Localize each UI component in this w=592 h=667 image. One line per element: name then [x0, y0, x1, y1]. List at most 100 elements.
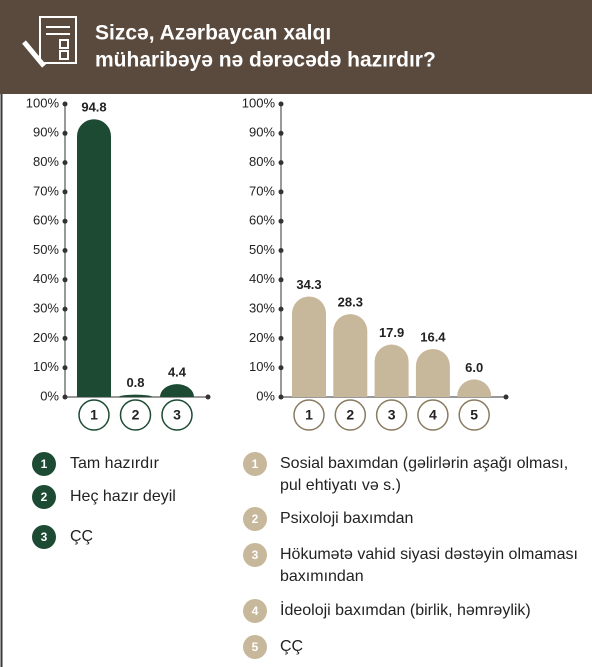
y-tick-mark — [278, 218, 284, 224]
category-badge — [375, 399, 408, 431]
header-icon — [22, 16, 77, 68]
bar — [374, 344, 409, 397]
y-tick-mark — [278, 160, 284, 166]
legend-number: 2 — [252, 512, 259, 526]
y-tick-label: 70% — [249, 183, 275, 198]
bar — [457, 379, 492, 397]
y-tick-label: 50% — [33, 242, 59, 257]
legend-label: İdeoloji baxımdan (birlik, həmrəylik) — [280, 602, 531, 619]
y-tick-label: 0% — [256, 388, 275, 403]
y-tick-label: 0% — [40, 388, 59, 403]
y-tick-mark — [62, 160, 68, 166]
legend-label: ÇÇ — [280, 638, 304, 655]
title-line: müharibəyə nə dərəcədə hazırdır? — [95, 49, 436, 72]
y-tick-mark — [278, 335, 284, 341]
value-label: 34.3 — [296, 277, 321, 292]
y-tick-mark — [62, 394, 68, 400]
legend-number: 3 — [252, 548, 259, 562]
category-badge — [78, 399, 110, 431]
title-line: Sizcə, Azərbaycan xalqı — [95, 22, 331, 45]
bar — [292, 296, 326, 397]
x-tick-label: 3 — [173, 407, 181, 423]
value-label: 0.8 — [126, 375, 144, 390]
category-badge — [161, 399, 193, 431]
bar — [160, 384, 194, 397]
legend-label: Hökumətə vahid siyasi dəstəyin olmaması … — [280, 546, 578, 585]
y-tick-label: 40% — [33, 271, 59, 286]
y-tick-mark — [62, 365, 68, 371]
x-tick-label: 2 — [132, 407, 140, 423]
y-tick-label: 60% — [249, 213, 275, 228]
y-tick-label: 20% — [33, 330, 59, 345]
y-tick-label: 20% — [249, 330, 275, 345]
legend-label: Tam hazırdır — [70, 455, 159, 472]
value-label: 28.3 — [338, 295, 363, 310]
y-tick-mark — [278, 189, 284, 195]
x-tick-label: 2 — [346, 407, 354, 423]
value-label: 6.0 — [465, 360, 483, 375]
legend-badge — [32, 485, 56, 509]
axis-end-dot — [205, 394, 211, 400]
legend-badge — [243, 599, 267, 623]
legend-label: Psixoloji baxımdan — [280, 510, 414, 527]
y-tick-label: 70% — [33, 183, 59, 198]
y-tick-mark — [62, 335, 68, 341]
legend-number: 5 — [252, 640, 259, 654]
y-tick-mark — [278, 101, 284, 107]
y-tick-label: 40% — [249, 271, 275, 286]
y-tick-mark — [62, 101, 68, 107]
legend-number: 1 — [41, 457, 48, 471]
y-tick-mark — [62, 189, 68, 195]
legend-label: ÇÇ — [70, 528, 94, 545]
category-badge — [334, 399, 367, 431]
bar — [415, 348, 450, 397]
header-band — [0, 0, 592, 94]
y-tick-label: 80% — [33, 154, 59, 169]
y-tick-label: 30% — [33, 301, 59, 316]
bar — [333, 314, 368, 397]
legend-label: Sosial baxımdan (gəlirlərin aşağı olması… — [280, 455, 569, 494]
y-tick-label: 30% — [249, 301, 275, 316]
x-tick-label: 3 — [388, 407, 396, 423]
y-tick-label: 100% — [242, 95, 276, 110]
y-tick-mark — [278, 306, 284, 312]
y-tick-mark — [62, 248, 68, 253]
category-badge — [293, 399, 325, 431]
x-tick-label: 1 — [305, 407, 313, 423]
value-label: 94.8 — [81, 100, 106, 115]
legend-badge — [243, 507, 267, 531]
value-label: 16.4 — [420, 329, 446, 344]
legend-label: Heç hazır deyil — [70, 488, 176, 505]
category-badge — [458, 399, 490, 431]
x-tick-label: 4 — [429, 407, 437, 423]
y-tick-mark — [62, 218, 68, 224]
legend-number: 4 — [252, 604, 259, 618]
y-tick-mark — [62, 306, 68, 312]
legend-badge — [32, 452, 56, 476]
y-tick-label: 10% — [249, 359, 275, 374]
y-tick-mark — [62, 130, 68, 136]
y-tick-label: 60% — [33, 213, 59, 228]
legend-badge — [32, 525, 56, 549]
y-tick-label: 90% — [33, 125, 59, 140]
y-tick-label: 100% — [26, 95, 60, 110]
legend-badge — [243, 452, 267, 476]
y-tick-mark — [278, 277, 284, 283]
legend-number: 1 — [252, 457, 259, 471]
x-tick-label: 1 — [90, 407, 98, 423]
bar — [77, 119, 111, 397]
value-label: 17.9 — [379, 325, 404, 340]
legend-badge — [243, 635, 267, 659]
legend-badge — [243, 543, 267, 567]
y-tick-mark — [278, 365, 284, 371]
category-badge — [119, 399, 152, 431]
bar — [118, 394, 153, 397]
y-tick-label: 10% — [33, 359, 59, 374]
y-tick-mark — [278, 130, 284, 136]
y-tick-label: 50% — [249, 242, 275, 257]
y-tick-label: 90% — [249, 125, 275, 140]
value-label: 4.4 — [168, 365, 187, 380]
category-badge — [417, 399, 449, 431]
